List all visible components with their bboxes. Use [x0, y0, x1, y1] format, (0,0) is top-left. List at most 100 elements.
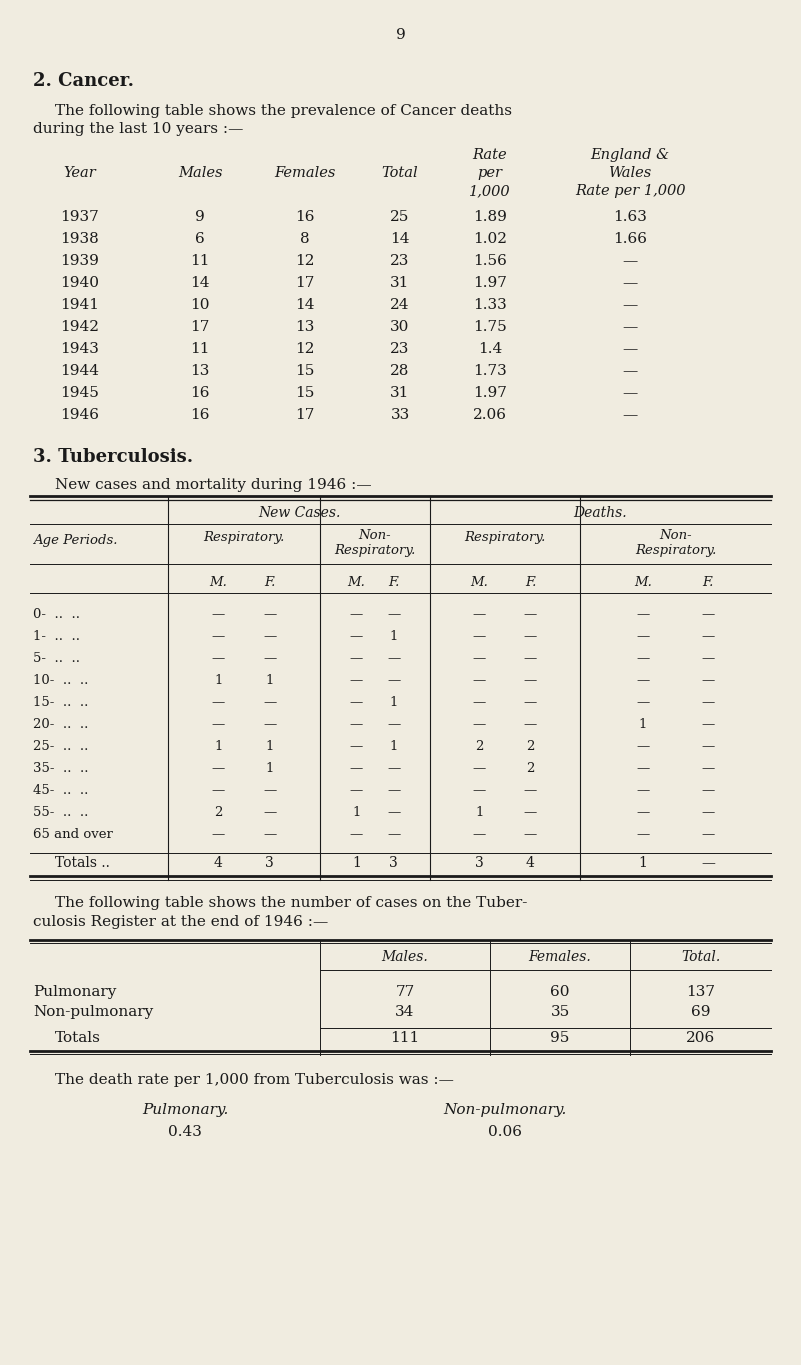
Text: —: — — [622, 298, 638, 313]
Text: Non-
Respiratory.: Non- Respiratory. — [334, 530, 416, 557]
Text: 1: 1 — [389, 631, 398, 643]
Text: 1.02: 1.02 — [473, 232, 507, 246]
Text: —: — — [637, 607, 650, 621]
Text: —: — — [637, 674, 650, 687]
Text: 2.06: 2.06 — [473, 408, 507, 422]
Text: —: — — [637, 805, 650, 819]
Text: —: — — [637, 631, 650, 643]
Text: —: — — [387, 829, 400, 841]
Text: M.: M. — [470, 576, 489, 590]
Text: —: — — [387, 718, 400, 732]
Text: —: — — [350, 607, 363, 621]
Text: —: — — [473, 762, 486, 775]
Text: 1: 1 — [639, 718, 647, 732]
Text: Non-pulmonary: Non-pulmonary — [33, 1005, 153, 1020]
Text: —: — — [211, 718, 225, 732]
Text: F.: F. — [264, 576, 276, 590]
Text: 1: 1 — [352, 856, 360, 870]
Text: —: — — [387, 762, 400, 775]
Text: 137: 137 — [686, 986, 715, 999]
Text: 1942: 1942 — [61, 319, 99, 334]
Text: —: — — [637, 829, 650, 841]
Text: 13: 13 — [191, 364, 210, 378]
Text: 3: 3 — [475, 856, 484, 870]
Text: M.: M. — [348, 576, 365, 590]
Text: 1944: 1944 — [61, 364, 99, 378]
Text: 25-  ..  ..: 25- .. .. — [33, 740, 88, 753]
Text: 1: 1 — [214, 674, 223, 687]
Text: 14: 14 — [296, 298, 315, 313]
Text: —: — — [211, 631, 225, 643]
Text: 1: 1 — [266, 674, 274, 687]
Text: 10-  ..  ..: 10- .. .. — [33, 674, 88, 687]
Text: —: — — [524, 784, 537, 797]
Text: —: — — [473, 674, 486, 687]
Text: 1945: 1945 — [61, 386, 99, 400]
Text: 65 and over: 65 and over — [33, 829, 113, 841]
Text: 1: 1 — [214, 740, 223, 753]
Text: 16: 16 — [191, 408, 210, 422]
Text: 60: 60 — [550, 986, 570, 999]
Text: 13: 13 — [296, 319, 315, 334]
Text: 0.06: 0.06 — [488, 1125, 522, 1138]
Text: Deaths.: Deaths. — [574, 506, 627, 520]
Text: —: — — [702, 762, 714, 775]
Text: Total: Total — [382, 167, 418, 180]
Text: 1.89: 1.89 — [473, 210, 507, 224]
Text: —: — — [350, 718, 363, 732]
Text: —: — — [350, 652, 363, 665]
Text: 1: 1 — [266, 762, 274, 775]
Text: —: — — [702, 805, 714, 819]
Text: —: — — [622, 276, 638, 289]
Text: 30: 30 — [390, 319, 409, 334]
Text: —: — — [211, 762, 225, 775]
Text: 69: 69 — [690, 1005, 710, 1020]
Text: —: — — [350, 631, 363, 643]
Text: —: — — [211, 829, 225, 841]
Text: 1.56: 1.56 — [473, 254, 507, 268]
Text: 8: 8 — [300, 232, 310, 246]
Text: —: — — [350, 829, 363, 841]
Text: 1940: 1940 — [61, 276, 99, 289]
Text: —: — — [702, 740, 714, 753]
Text: 3: 3 — [389, 856, 398, 870]
Text: —: — — [637, 740, 650, 753]
Text: —: — — [524, 631, 537, 643]
Text: —: — — [473, 784, 486, 797]
Text: 1.97: 1.97 — [473, 276, 507, 289]
Text: —: — — [622, 408, 638, 422]
Text: 24: 24 — [390, 298, 410, 313]
Text: 4: 4 — [526, 856, 535, 870]
Text: 12: 12 — [296, 343, 315, 356]
Text: 34: 34 — [396, 1005, 415, 1020]
Text: 206: 206 — [686, 1031, 715, 1046]
Text: Totals ..: Totals .. — [55, 856, 110, 870]
Text: 1: 1 — [475, 805, 484, 819]
Text: 2: 2 — [214, 805, 223, 819]
Text: New Cases.: New Cases. — [258, 506, 340, 520]
Text: 55-  ..  ..: 55- .. .. — [33, 805, 88, 819]
Text: Total.: Total. — [681, 950, 720, 964]
Text: 1.4: 1.4 — [478, 343, 502, 356]
Text: Wales: Wales — [609, 167, 652, 180]
Text: Rate per 1,000: Rate per 1,000 — [575, 184, 685, 198]
Text: —: — — [264, 805, 276, 819]
Text: 1943: 1943 — [61, 343, 99, 356]
Text: —: — — [637, 696, 650, 708]
Text: Non-pulmonary.: Non-pulmonary. — [443, 1103, 566, 1117]
Text: 16: 16 — [296, 210, 315, 224]
Text: 17: 17 — [296, 408, 315, 422]
Text: —: — — [387, 674, 400, 687]
Text: —: — — [473, 607, 486, 621]
Text: The death rate per 1,000 from Tuberculosis was :—: The death rate per 1,000 from Tuberculos… — [55, 1073, 454, 1087]
Text: 2. Cancer.: 2. Cancer. — [33, 72, 134, 90]
Text: 15: 15 — [296, 386, 315, 400]
Text: 1: 1 — [638, 856, 647, 870]
Text: 14: 14 — [191, 276, 210, 289]
Text: —: — — [524, 805, 537, 819]
Text: The following table shows the number of cases on the Tuber-: The following table shows the number of … — [55, 895, 527, 910]
Text: 1939: 1939 — [61, 254, 99, 268]
Text: 14: 14 — [390, 232, 410, 246]
Text: 1.63: 1.63 — [613, 210, 647, 224]
Text: —: — — [387, 784, 400, 797]
